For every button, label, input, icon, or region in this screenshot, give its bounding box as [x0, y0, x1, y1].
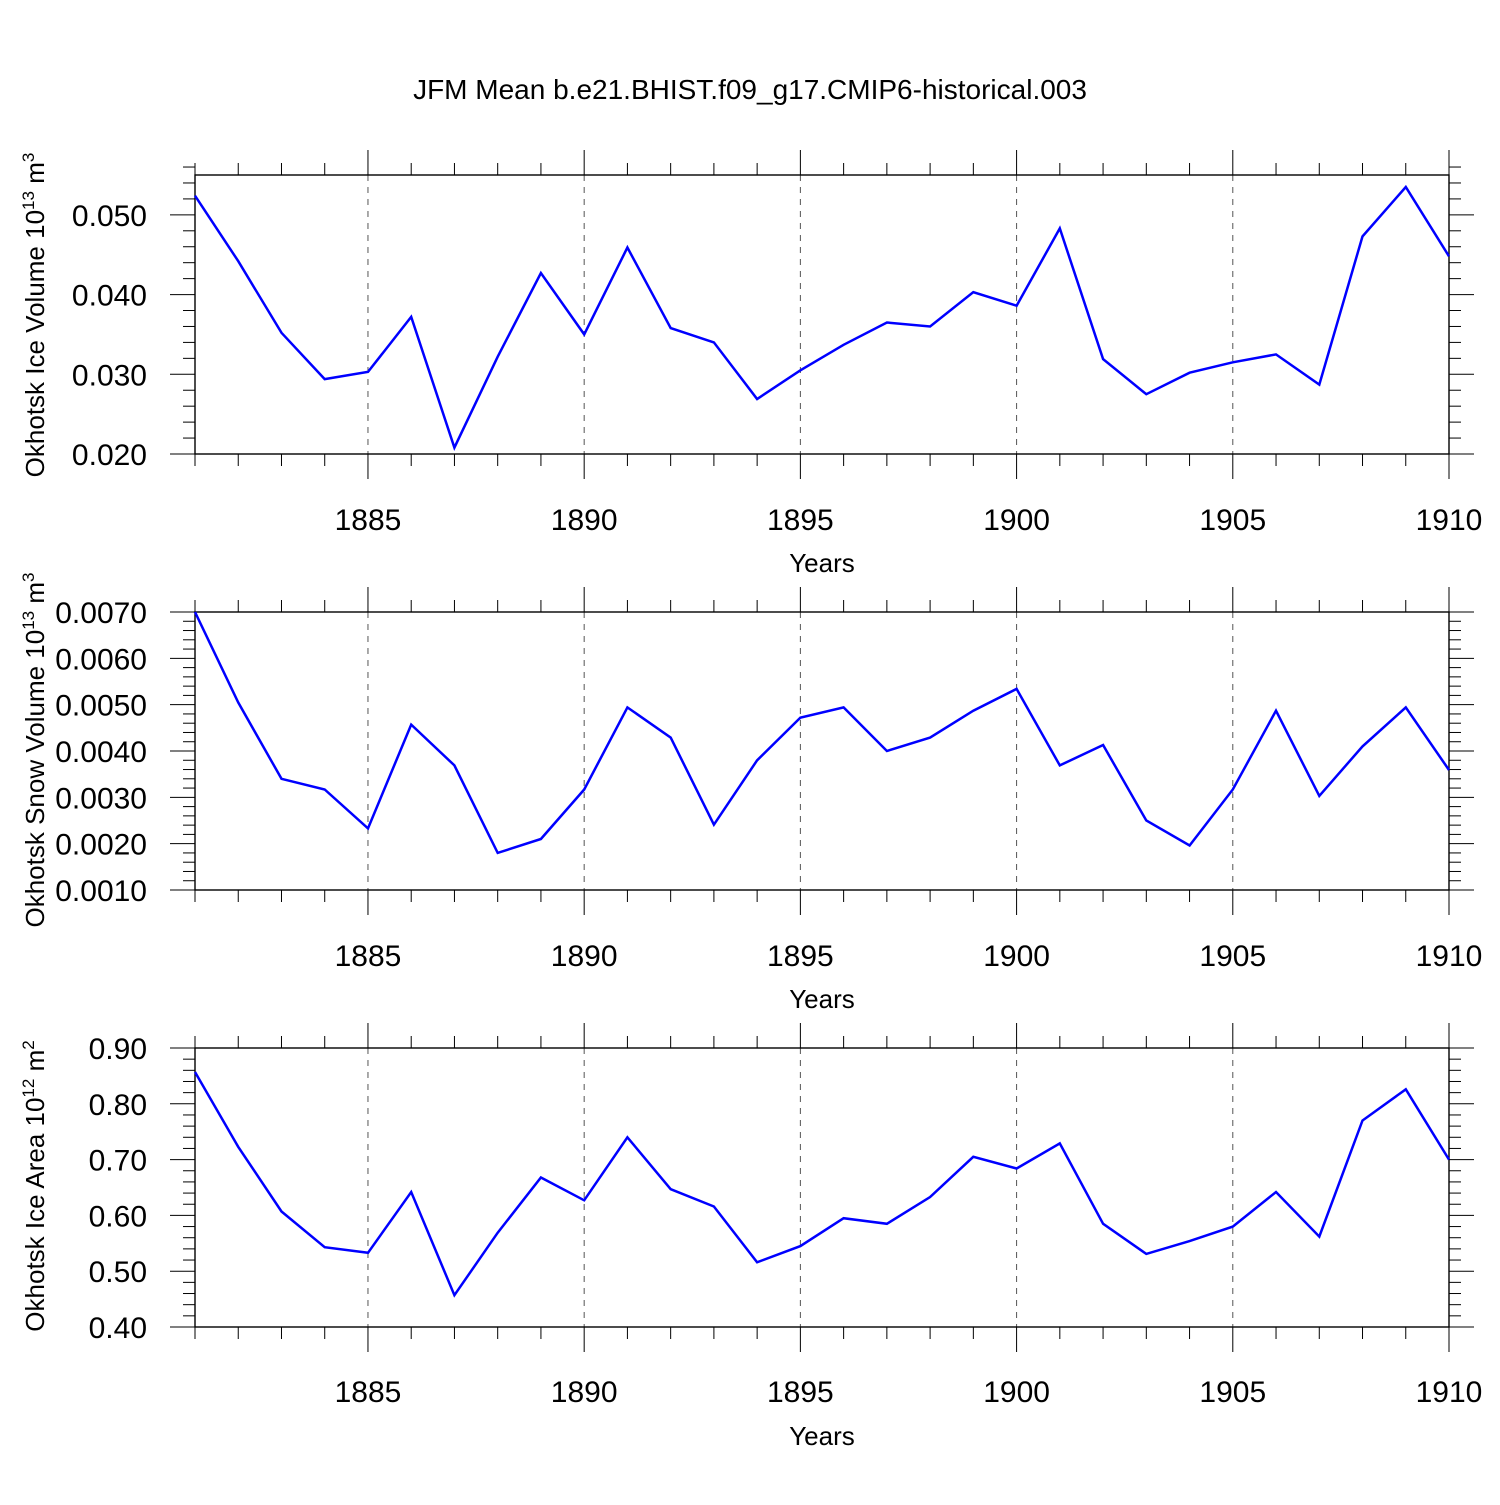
y-tick-label: 0.90 — [89, 1033, 147, 1066]
y-tick-label: 0.0040 — [55, 736, 147, 769]
x-tick-label: 1900 — [983, 504, 1050, 537]
y-tick-label: 0.0050 — [55, 690, 147, 723]
y-axis-label: Okhotsk Ice Volume 1013 m3 — [19, 153, 50, 478]
ice-area-panel: 0.40 0.50 0.60 0.70 0.80 0.90 1885 1890 1895 1900… — [19, 1023, 1482, 1451]
chart-title: JFM Mean b.e21.BHIST.f09_g17.CMIP6-histo… — [413, 74, 1087, 105]
y-tick-label: 0.70 — [89, 1145, 147, 1178]
x-tick-label: 1895 — [767, 940, 834, 973]
snow-volume-panel: 0.0010 0.0020 0.0030 0.0040 0.0050 0.0060 0.00… — [19, 573, 1482, 1015]
y-tick-label: 0.50 — [89, 1256, 147, 1289]
x-axis-label: Years — [789, 984, 855, 1014]
y-tick-label: 0.030 — [72, 359, 147, 392]
plot-frame — [194, 611, 1450, 891]
x-tick-label: 1900 — [983, 940, 1050, 973]
y-tick-label: 0.0070 — [55, 597, 147, 630]
y-tick-label: 0.0010 — [55, 875, 147, 908]
x-axis-label: Years — [789, 548, 855, 578]
y-tick-label: 0.0020 — [55, 829, 147, 862]
y-tick-label: 0.60 — [89, 1200, 147, 1233]
x-tick-label: 1910 — [1416, 940, 1483, 973]
x-tick-label: 1895 — [767, 1376, 834, 1409]
x-tick-label: 1910 — [1416, 1376, 1483, 1409]
x-tick-label: 1905 — [1199, 940, 1266, 973]
x-tick-label: 1905 — [1199, 1376, 1266, 1409]
y-tick-label: 0.80 — [89, 1089, 147, 1122]
y-tick-label: 0.0030 — [55, 782, 147, 815]
series-line — [193, 184, 1451, 451]
x-tick-label: 1890 — [551, 1376, 618, 1409]
x-tick-label: 1885 — [335, 940, 402, 973]
plot-frame — [194, 1047, 1450, 1328]
y-tick-label: 0.020 — [72, 439, 147, 472]
y-tick-label: 0.0060 — [55, 643, 147, 676]
x-tick-label: 1890 — [551, 504, 618, 537]
y-tick-label: 0.040 — [72, 280, 147, 313]
x-tick-label: 1885 — [335, 504, 402, 537]
series-line — [193, 1071, 1451, 1298]
y-tick-label: 0.40 — [89, 1312, 147, 1345]
x-tick-label: 1890 — [551, 940, 618, 973]
y-axis-label: Okhotsk Ice Area 1012 m2 — [19, 1040, 50, 1331]
plot-frame — [194, 174, 1450, 455]
y-axis-label: Okhotsk Snow Volume 1013 m3 — [19, 573, 50, 928]
y-tick-label: 0.050 — [72, 200, 147, 233]
series-line — [193, 611, 1451, 855]
x-tick-label: 1910 — [1416, 504, 1483, 537]
x-tick-label: 1885 — [335, 1376, 402, 1409]
x-tick-label: 1905 — [1199, 504, 1266, 537]
ice-volume-panel: 0.020 0.030 0.040 0.050 1885 1890 1895 1900 1905… — [19, 150, 1482, 578]
x-axis-label: Years — [789, 1421, 855, 1451]
x-tick-label: 1895 — [767, 504, 834, 537]
x-tick-label: 1900 — [983, 1376, 1050, 1409]
